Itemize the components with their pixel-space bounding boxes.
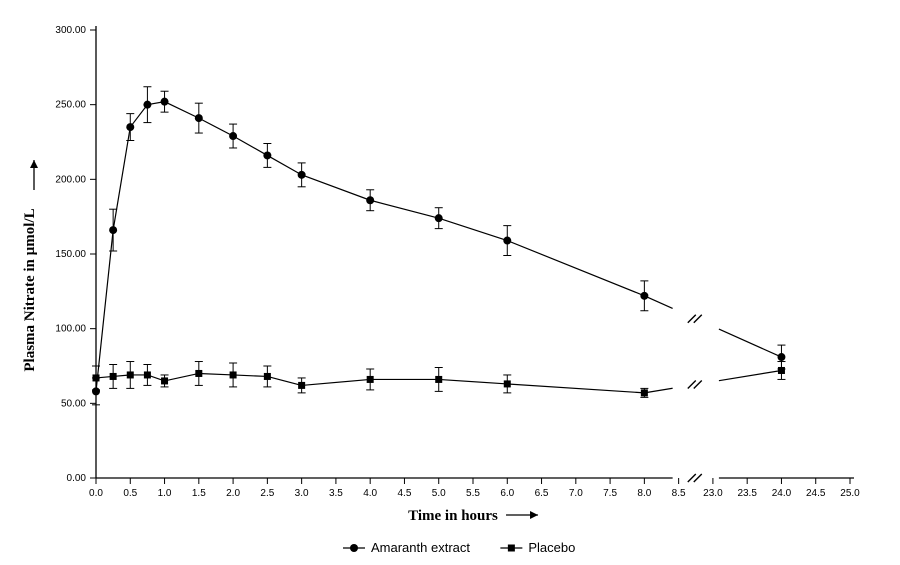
x-tick-label: 5.5 [466, 488, 480, 499]
x-tick-label: 23.5 [737, 488, 757, 499]
legend-label: Amaranth extract [371, 540, 470, 555]
x-tick-label: 2.5 [260, 488, 274, 499]
x-tick-label: 1.0 [158, 488, 172, 499]
x-tick-label: 5.0 [432, 488, 446, 499]
x-tick-label: 1.5 [192, 488, 206, 499]
x-tick-label: 24.0 [772, 488, 792, 499]
y-tick-label: 150.00 [55, 249, 86, 260]
y-tick-label: 100.00 [55, 324, 86, 335]
y-tick-label: 0.00 [67, 473, 87, 484]
x-tick-label: 3.5 [329, 488, 343, 499]
x-tick-label: 8.0 [637, 488, 651, 499]
x-tick-label: 23.0 [703, 488, 723, 499]
x-tick-label: 4.5 [398, 488, 412, 499]
y-axis-label: Plasma Nitrate in µmol/L [22, 208, 38, 371]
x-tick-label: 4.0 [363, 488, 377, 499]
x-tick-label: 3.0 [295, 488, 309, 499]
x-tick-label: 24.5 [806, 488, 826, 499]
y-tick-label: 200.00 [55, 174, 86, 185]
legend-label: Placebo [528, 540, 575, 555]
x-tick-label: 7.0 [569, 488, 583, 499]
x-tick-label: 0.0 [89, 488, 103, 499]
y-tick-label: 50.00 [61, 398, 86, 409]
x-tick-label: 25.0 [840, 488, 860, 499]
x-tick-label: 8.5 [672, 488, 686, 499]
x-tick-label: 0.5 [123, 488, 137, 499]
y-tick-label: 300.00 [55, 25, 86, 36]
x-tick-label: 2.0 [226, 488, 240, 499]
x-tick-label: 6.5 [535, 488, 549, 499]
x-tick-label: 6.0 [500, 488, 514, 499]
plasma-nitrate-chart: 0.00 50.00 100.00 150.00 200.00 250.00 300.00 0… [0, 0, 900, 565]
x-tick-label: 7.5 [603, 488, 617, 499]
x-axis-label: Time in hours [408, 508, 498, 524]
y-tick-label: 250.00 [55, 100, 86, 111]
